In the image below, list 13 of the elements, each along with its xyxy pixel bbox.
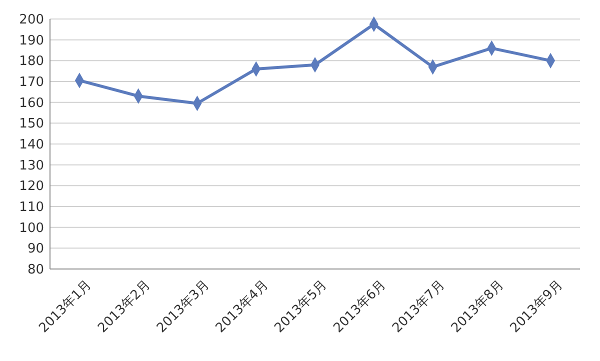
y-tick-label: 130 bbox=[19, 158, 44, 174]
y-tick-label: 100 bbox=[19, 220, 44, 236]
y-tick-label: 200 bbox=[19, 12, 44, 28]
y-tick-label: 140 bbox=[19, 138, 44, 153]
y-tick-label: 80 bbox=[27, 262, 44, 278]
y-tick-label: 160 bbox=[19, 96, 44, 111]
y-tick-label: 90 bbox=[27, 242, 44, 257]
y-tick-label: 190 bbox=[19, 33, 44, 48]
y-tick-label: 110 bbox=[19, 200, 44, 216]
y-tick-label: 180 bbox=[19, 54, 44, 70]
y-tick-label: 170 bbox=[19, 75, 44, 90]
y-tick-label: 150 bbox=[19, 116, 44, 132]
y-tick-label: 120 bbox=[19, 179, 44, 194]
